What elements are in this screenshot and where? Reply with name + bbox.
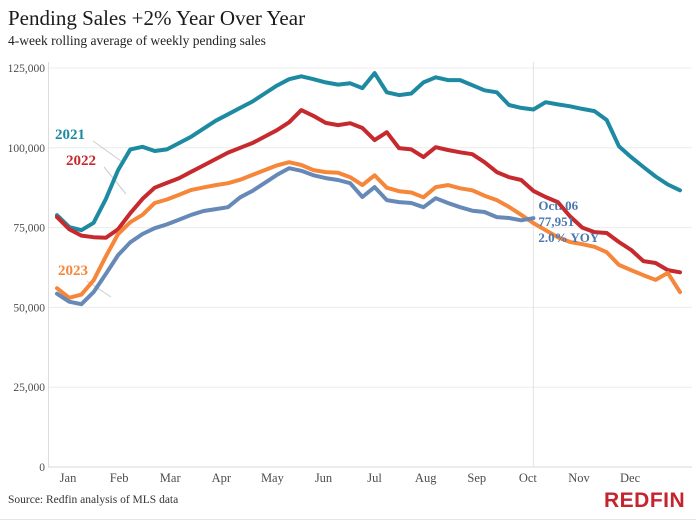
series-line-2023 (55, 160, 682, 300)
y-tick-label: 50,000 (13, 302, 45, 314)
series-line-2024 (55, 166, 536, 307)
y-tick-label: 25,000 (13, 382, 45, 394)
y-tick-label: 0 (39, 462, 45, 474)
y-tick-label: 75,000 (13, 223, 45, 235)
x-tick-may: May (261, 471, 285, 485)
y-tick-label: 100,000 (8, 143, 46, 155)
series-label-2023: 2023 (58, 263, 88, 279)
x-tick-jun: Jun (315, 471, 333, 485)
series-label-2022: 2022 (66, 153, 96, 169)
source-note: Source: Redfin analysis of MLS data (8, 494, 179, 506)
x-tick-apr: Apr (212, 471, 232, 485)
annotation-line-1: 77,951 (538, 214, 574, 229)
x-tick-feb: Feb (110, 471, 129, 485)
x-tick-jan: Jan (60, 471, 77, 485)
chart-title: Pending Sales +2% Year Over Year (8, 6, 306, 30)
label-leader-line (92, 140, 122, 162)
y-tick-label: 125,000 (8, 63, 46, 75)
x-tick-jul: Jul (367, 471, 382, 485)
x-tick-dec: Dec (620, 471, 641, 485)
redfin-logo: REDFIN (604, 489, 686, 512)
x-tick-oct: Oct (519, 471, 538, 485)
series-label-2021: 2021 (55, 127, 85, 143)
annotation-line-0: Oct. 06 (538, 198, 578, 213)
chart-subtitle: 4-week rolling average of weekly pending… (8, 33, 266, 48)
x-tick-nov: Nov (568, 471, 590, 485)
x-tick-mar: Mar (160, 471, 182, 485)
x-tick-aug: Aug (415, 471, 437, 485)
x-tick-sep: Sep (467, 471, 486, 485)
series-line-2021 (55, 71, 682, 233)
annotation-line-2: 2.0% YOY (538, 230, 600, 245)
series-line-2022 (55, 108, 682, 275)
